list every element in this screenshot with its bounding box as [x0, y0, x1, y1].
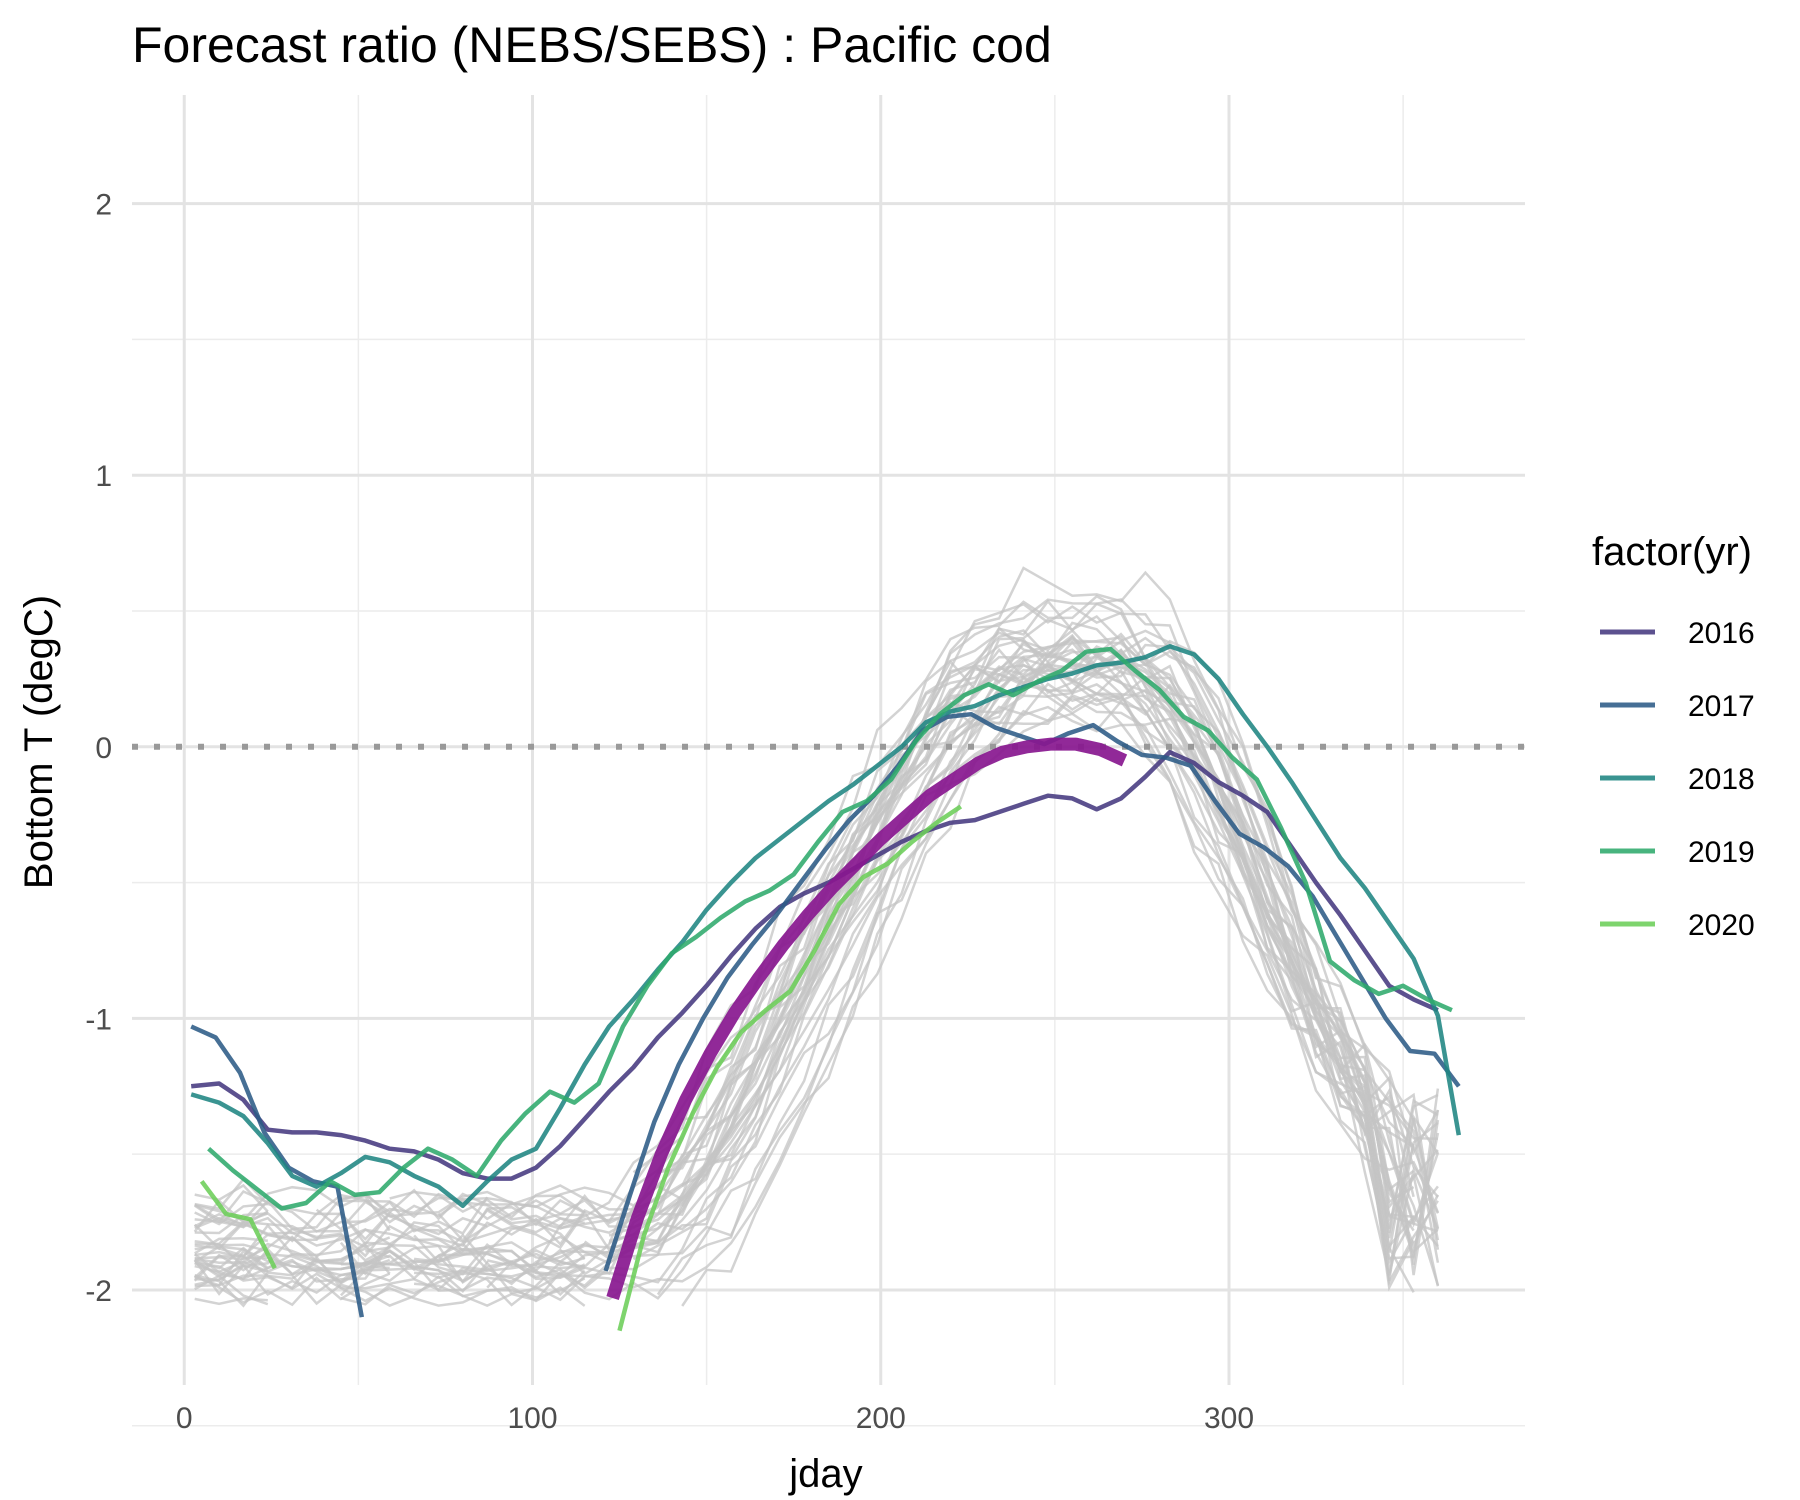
y-tick-label: -1	[85, 1003, 112, 1036]
chart-title: Forecast ratio (NEBS/SEBS) : Pacific cod	[132, 17, 1052, 73]
y-tick-label: 1	[95, 460, 112, 493]
background-year-line	[194, 1177, 269, 1211]
y-axis-title: Bottom T (degC)	[17, 595, 61, 889]
background-year-line	[194, 1241, 586, 1272]
background-year-line	[632, 675, 1439, 1261]
legend-label-2019: 2019	[1688, 836, 1755, 869]
background-year-line	[194, 1196, 586, 1233]
y-tick-label: 2	[95, 189, 112, 222]
x-axis-title: jday	[788, 1452, 862, 1496]
series-line-2018	[190, 644, 1462, 1209]
series-line-2019	[207, 646, 1453, 1211]
background-year-line	[194, 1233, 391, 1262]
highlighted-series-lines	[190, 644, 1462, 1332]
y-tick-label: 0	[95, 732, 112, 765]
background-year-lines	[193, 566, 1440, 1308]
legend-label-2016: 2016	[1688, 617, 1755, 650]
axis-tick-labels: 0 100 200 300 -2 -1 0 1 2	[85, 189, 1254, 1435]
background-year-line	[194, 1260, 269, 1273]
background-year-line	[486, 652, 1439, 1290]
background-year-line	[194, 1216, 488, 1247]
background-year-line	[194, 1185, 586, 1222]
legend-label-2018: 2018	[1688, 763, 1755, 796]
background-year-line	[194, 1220, 391, 1249]
legend-label-2020: 2020	[1688, 909, 1755, 942]
background-year-line	[194, 1255, 586, 1297]
background-year-line	[194, 1253, 391, 1285]
series-line-2016	[190, 749, 1439, 1181]
background-year-line	[340, 699, 1440, 1295]
series-line-forecast	[606, 737, 1128, 1301]
legend-label-2017: 2017	[1688, 690, 1755, 723]
series-line-2020	[617, 804, 963, 1332]
background-year-line	[608, 614, 1414, 1243]
legend: factor(yr) 2016 2017 2018 2019 2020	[1592, 530, 1755, 942]
background-year-line	[193, 1196, 489, 1236]
x-tick-label: 100	[507, 1402, 557, 1435]
legend-title: factor(yr)	[1592, 530, 1752, 574]
x-tick-label: 300	[1204, 1402, 1254, 1435]
series-line-2020	[199, 1179, 277, 1270]
grid-lines	[132, 95, 1525, 1427]
y-tick-label: -2	[85, 1275, 112, 1308]
x-tick-label: 200	[856, 1402, 906, 1435]
x-tick-label: 0	[176, 1402, 193, 1435]
series-line-2017	[190, 1024, 365, 1318]
legend-items: 2016 2017 2018 2019 2020	[1600, 617, 1755, 942]
